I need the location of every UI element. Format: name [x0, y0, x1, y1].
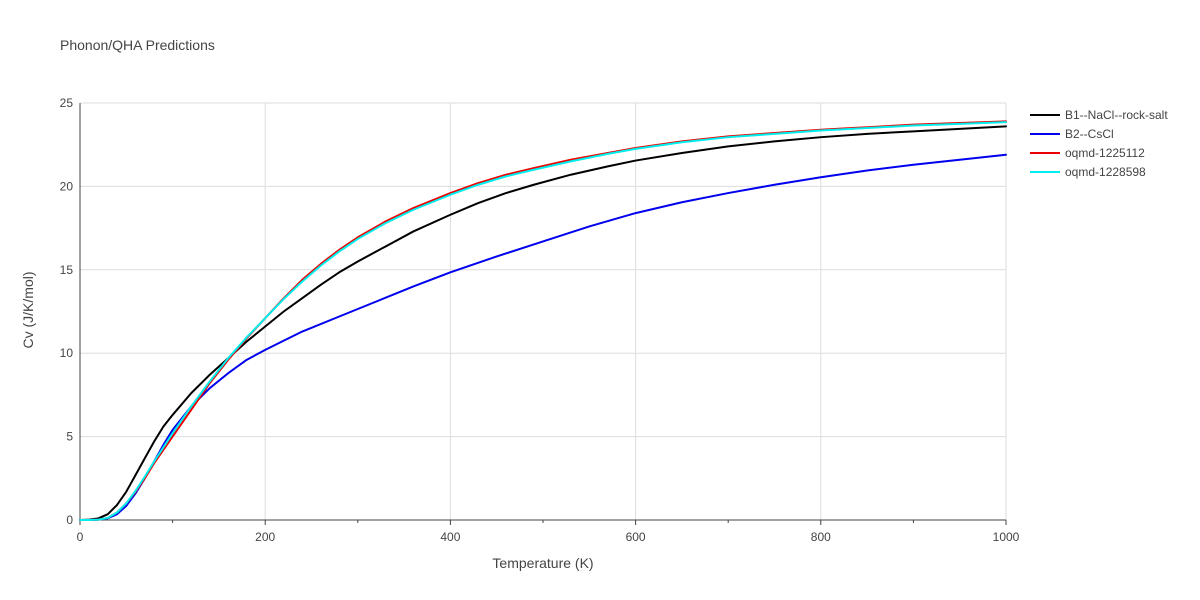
x-tick-label: 0 [77, 530, 84, 544]
x-tick-label: 200 [255, 530, 275, 544]
axis-layer: 0 200 400 600 800 1000 0 5 10 15 20 25 [60, 96, 1020, 544]
x-tick-label: 400 [440, 530, 460, 544]
series-line-oqmd-1228598 [79, 121, 1007, 521]
legend-item[interactable]: B2--CsCl [1030, 127, 1114, 141]
series-line-B2--CsCl [79, 153, 1007, 521]
y-axis-title: Cv (J/K/mol) [20, 272, 36, 349]
legend-label: oqmd-1225112 [1065, 146, 1145, 160]
x-axis-title: Temperature (K) [492, 555, 593, 571]
y-tick-label: 5 [66, 430, 73, 444]
series-line-B1--NaCl--rock-salt [79, 125, 1007, 521]
legend-label: oqmd-1228598 [1065, 165, 1146, 179]
series-line-oqmd-1225112 [79, 120, 1007, 521]
y-tick-label: 10 [60, 346, 74, 360]
series-layer [79, 120, 1007, 521]
y-tick-label: 20 [60, 179, 74, 193]
legend: B1--NaCl--rock-salt B2--CsCl oqmd-1225112 o… [1030, 108, 1168, 179]
legend-label: B2--CsCl [1065, 127, 1114, 141]
x-tick-label: 1000 [993, 530, 1020, 544]
legend-item[interactable]: oqmd-1228598 [1030, 165, 1146, 179]
chart-title: Phonon/QHA Predictions [60, 37, 215, 53]
legend-item[interactable]: B1--NaCl--rock-salt [1030, 108, 1168, 122]
legend-label: B1--NaCl--rock-salt [1065, 108, 1168, 122]
x-tick-label: 800 [811, 530, 831, 544]
y-tick-label: 0 [66, 513, 73, 527]
y-tick-label: 25 [60, 96, 74, 110]
legend-item[interactable]: oqmd-1225112 [1030, 146, 1145, 160]
y-tick-label: 15 [60, 263, 74, 277]
x-tick-label: 600 [626, 530, 646, 544]
